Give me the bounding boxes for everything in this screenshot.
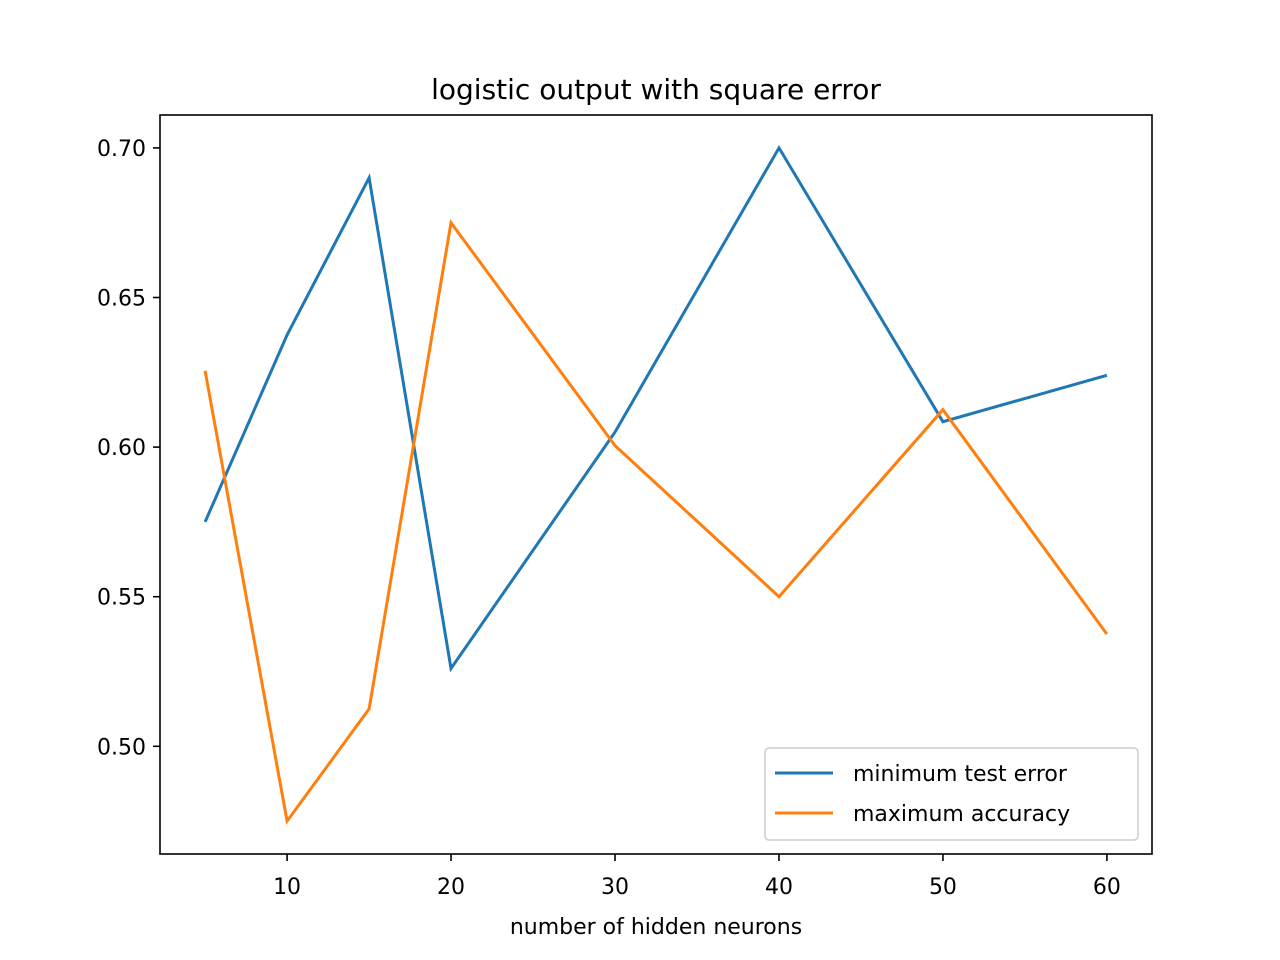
series-line-maximum-accuracy (203, 218, 1109, 825)
legend-box (764, 747, 1139, 841)
legend: minimum test error maximum accuracy (764, 747, 1139, 841)
series-lines (203, 144, 1109, 825)
x-tick-label: 30 (601, 875, 629, 900)
y-axis-ticks: 0.50 0.55 0.60 0.65 0.70 (97, 137, 160, 760)
x-tick-label: 50 (929, 875, 957, 900)
x-tick-label: 10 (273, 875, 301, 900)
chart-title: logistic output with square error (431, 73, 881, 106)
x-tick-label: 20 (437, 875, 465, 900)
x-axis-label: number of hidden neurons (510, 915, 802, 940)
legend-entry-label: maximum accuracy (853, 802, 1070, 827)
x-axis-ticks: 10 20 30 40 50 60 (273, 854, 1121, 900)
plot-frame (159, 114, 1153, 855)
y-tick-label: 0.55 (97, 586, 146, 611)
y-tick-label: 0.70 (97, 137, 146, 162)
x-tick-label: 40 (765, 875, 793, 900)
y-tick-label: 0.60 (97, 436, 146, 461)
y-tick-label: 0.50 (97, 735, 146, 760)
series-line-minimum-test-error (203, 144, 1108, 673)
legend-entry-label: minimum test error (853, 762, 1068, 787)
y-tick-label: 0.65 (97, 287, 146, 312)
x-tick-label: 60 (1093, 875, 1121, 900)
